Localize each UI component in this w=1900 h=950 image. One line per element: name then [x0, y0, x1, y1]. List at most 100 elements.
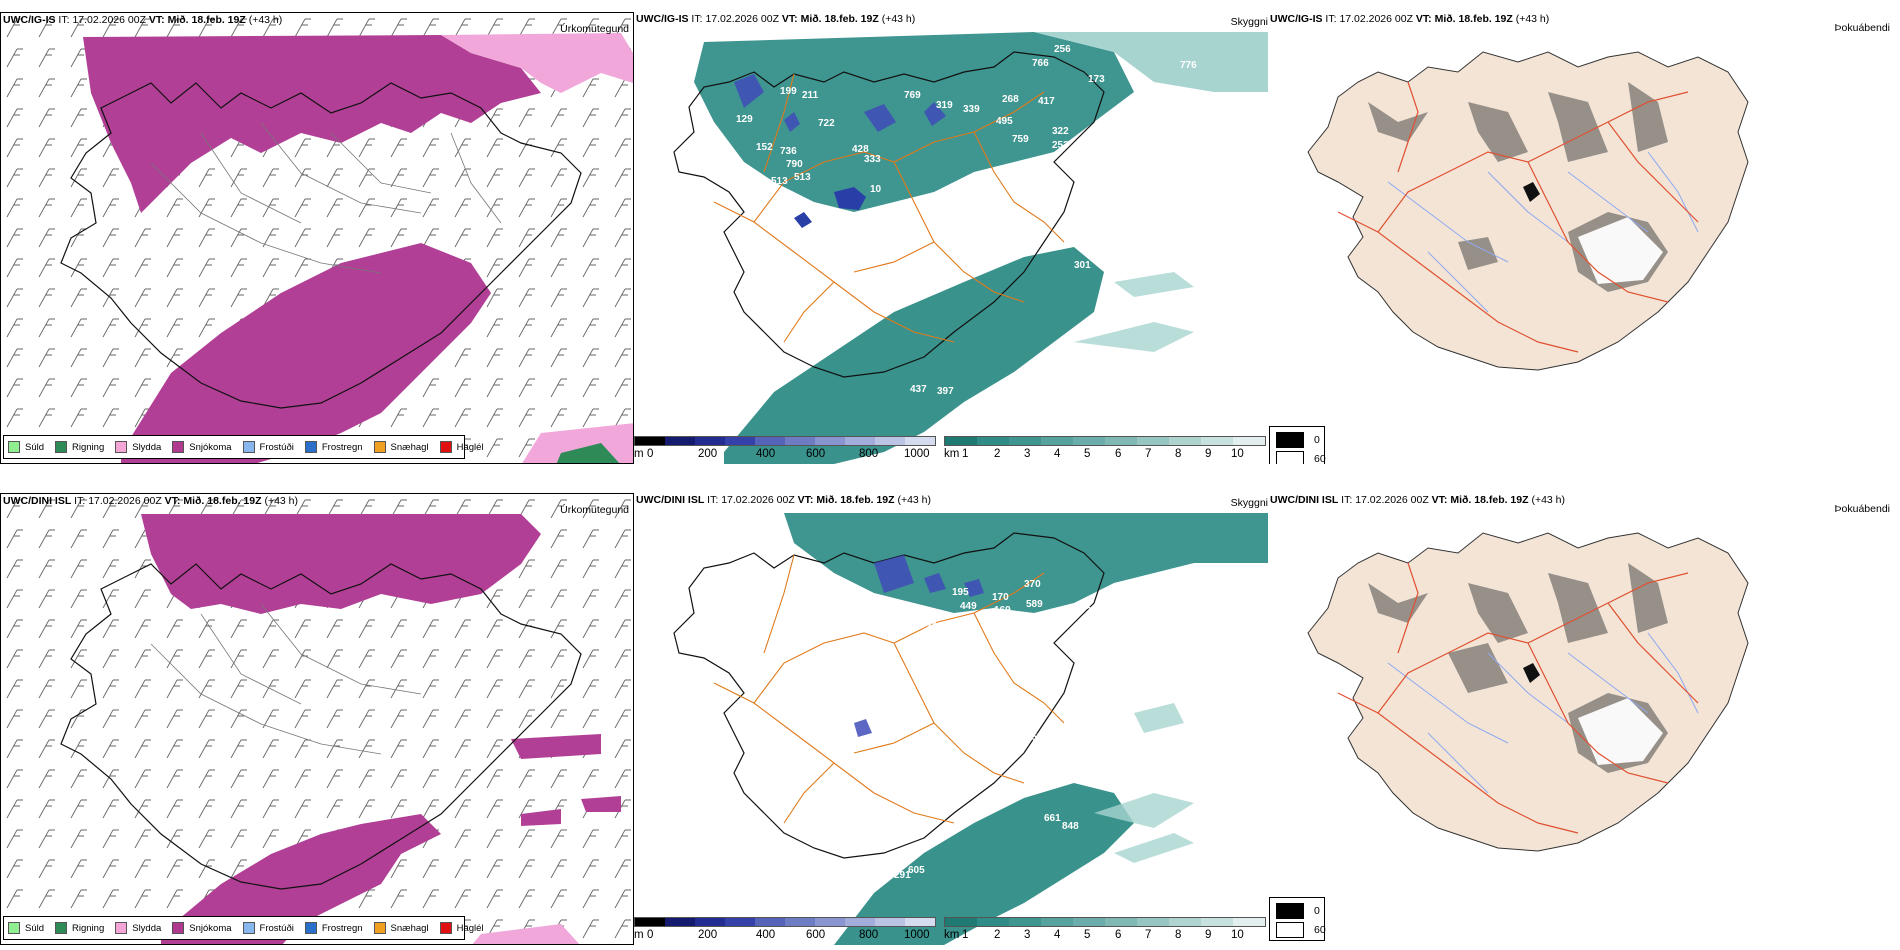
legend-item-frostudi: Frostúði — [242, 441, 294, 453]
visibility-field-south — [834, 783, 1134, 945]
ceiling-label: 170 — [992, 592, 1009, 603]
ceiling-label: 848 — [1062, 821, 1079, 832]
ceiling-unit: m — [634, 929, 644, 941]
ceiling-label: 122 — [894, 721, 911, 732]
precip-map — [1, 494, 633, 944]
visibility-tick: 2 — [994, 448, 1001, 460]
legend-item-snjokoma: Snjókoma — [172, 922, 232, 934]
ceiling-label: 736 — [780, 146, 797, 157]
ceiling-label: 211 — [802, 90, 819, 101]
ceiling-label: 199 — [780, 86, 797, 97]
ceiling-label: 722 — [818, 118, 835, 129]
ceiling-tick: 600 — [806, 929, 826, 941]
sleet-area-se — [472, 924, 580, 944]
rivers — [1387, 632, 1699, 794]
ceiling-tick: 0 — [647, 929, 654, 941]
legend-item-snaehagl: Snæhagl — [373, 441, 429, 453]
ceiling-label: 121 — [994, 733, 1011, 744]
ceiling-label: 417 — [1038, 96, 1055, 107]
iceland-outline — [673, 532, 1105, 859]
iceland-outline — [673, 51, 1105, 378]
fog-legend: 0 60 — [1269, 426, 1326, 464]
ceiling-label: 198 — [1052, 741, 1069, 752]
ceiling-label: 291 — [894, 870, 911, 881]
ceiling-tick: 200 — [698, 929, 718, 941]
ceiling-label: 226 — [926, 621, 943, 632]
ceiling-label: 776 — [1180, 60, 1197, 71]
ceiling-colorbar-strip — [634, 436, 936, 446]
ceiling-tick: 0 — [647, 448, 654, 460]
visibility-tick: 8 — [1175, 929, 1182, 941]
fog-map — [1307, 532, 1749, 852]
ceiling-label: 513 — [794, 172, 811, 183]
ceiling-label: 150 — [1114, 741, 1131, 752]
ceiling-label: 759 — [1012, 134, 1029, 145]
panel-title: Þokuábendi — [1834, 503, 1890, 515]
ceiling-ticks: m 0 200 400 600 800 1000 — [634, 448, 936, 464]
visibility-colorbar-strip — [944, 917, 1266, 927]
ceiling-label: 129 — [736, 114, 753, 125]
legend-item-frostregn: Frostregn — [304, 441, 363, 453]
ceiling-label: 437 — [910, 384, 927, 395]
ceiling-label: 173 — [1088, 74, 1105, 85]
panel-header: UWC/IG-IS IT: 17.02.2026 00Z VT: Mið. 18… — [3, 14, 283, 26]
visibility-tick: 1 — [962, 929, 969, 941]
ceiling-label: 339 — [963, 104, 980, 115]
visibility-tick: 3 — [1024, 448, 1031, 460]
ceiling-tick: 400 — [756, 929, 776, 941]
snow-area-south — [161, 814, 441, 944]
ceiling-tick: 600 — [806, 448, 826, 460]
visibility-colorbar-strip — [944, 436, 1266, 446]
ceiling-label: 919 — [1096, 635, 1113, 646]
visibility-ticks: km 1 2 3 4 5 6 7 8 9 10 — [944, 929, 1268, 945]
rivers — [1387, 151, 1699, 313]
ceiling-label: 152 — [756, 142, 773, 153]
iceland-outline — [60, 82, 582, 409]
ceiling-tick: 800 — [859, 929, 879, 941]
ceiling-labels: 945 453 226 347 195 449 170 169 596 370 … — [891, 579, 1131, 881]
ceiling-label: 766 — [1032, 58, 1049, 69]
panel-header: UWC/DINI ISL IT: 17.02.2026 00Z VT: Mið.… — [636, 494, 932, 506]
visibility-tick: 10 — [1231, 929, 1244, 941]
legend-item-slydda: Slydda — [115, 922, 161, 934]
ceiling-label: 403 — [996, 252, 1013, 263]
panel-header: UWC/DINI ISL IT: 17.02.2026 00Z VT: Mið.… — [1270, 494, 1566, 506]
visibility-tick: 10 — [1231, 448, 1244, 460]
panel-title: Úrkomutegund — [560, 504, 629, 516]
cloud-panel-top: UWC/IG-IS IT: 17.02.2026 00Z VT: Mið. 18… — [634, 12, 1268, 464]
ceiling-colorbar: m 0 200 400 600 800 1000 — [634, 917, 936, 945]
ceiling-ticks: m 0 200 400 600 800 1000 — [634, 929, 936, 945]
visibility-tick: 3 — [1024, 929, 1031, 941]
visibility-tick: 6 — [1115, 929, 1122, 941]
ceiling-label: 268 — [1002, 94, 1019, 105]
legend-item-frostudi: Frostúði — [242, 922, 294, 934]
ceiling-label: 301 — [1074, 260, 1091, 271]
ceiling-label: 333 — [864, 154, 881, 165]
ceiling-label: 169 — [994, 605, 1011, 616]
legend-item-snaehagl: Snæhagl — [373, 922, 429, 934]
ceiling-label: 790 — [786, 159, 803, 170]
legend-item-haglel: Haglél — [439, 441, 484, 453]
panel-header: UWC/IG-IS IT: 17.02.2026 00Z VT: Mið. 18… — [636, 13, 916, 25]
ceiling-label: 370 — [1024, 579, 1041, 590]
ceiling-tick: 1000 — [904, 929, 930, 941]
legend-item-frostregn: Frostregn — [304, 922, 363, 934]
visibility-tick: 4 — [1054, 929, 1061, 941]
ceiling-label: 256 — [1054, 44, 1071, 55]
fog-legend-low: 60 — [1276, 451, 1326, 464]
ceiling-tick: 1000 — [904, 448, 930, 460]
cloud-map: 945 453 226 347 195 449 170 169 596 370 … — [673, 513, 1268, 945]
ceiling-tick: 400 — [756, 448, 776, 460]
ceiling-label: 322 — [1052, 126, 1069, 137]
ceiling-label: 495 — [996, 116, 1013, 127]
fog-legend: 0 60 — [1269, 897, 1326, 941]
legend-item-snjokoma: Snjókoma — [172, 441, 232, 453]
visibility-tick: 2 — [994, 929, 1001, 941]
ceiling-label: 513 — [771, 176, 788, 187]
legend-item-sudd: Súld — [8, 441, 44, 453]
fog-legend-low: 60 — [1276, 922, 1326, 938]
ceiling-unit: m — [634, 448, 644, 460]
ceiling-tick: 800 — [859, 448, 879, 460]
ceiling-label: 10 — [870, 184, 882, 195]
visibility-tick: 7 — [1145, 448, 1152, 460]
